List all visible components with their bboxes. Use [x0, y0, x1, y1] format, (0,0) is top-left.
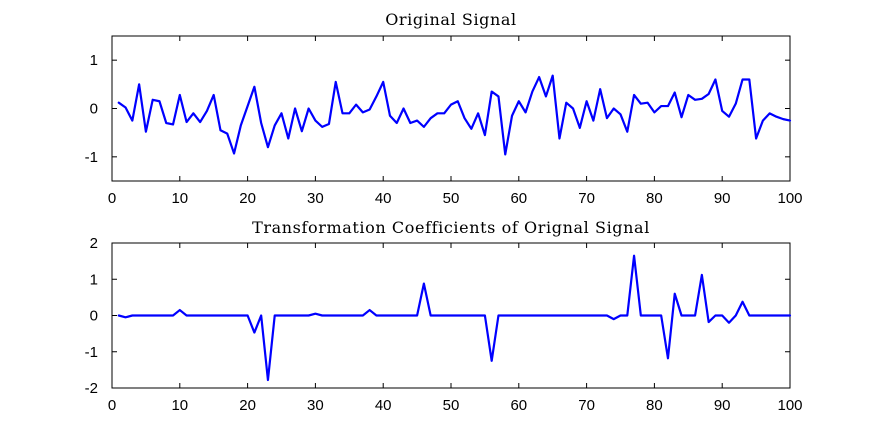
x-tick-label: 20: [239, 190, 256, 207]
y-tick-label: 0: [90, 308, 98, 325]
x-tick-label: 60: [510, 190, 527, 207]
x-tick-label: 90: [714, 397, 731, 414]
x-tick-label: 10: [171, 397, 188, 414]
x-tick-label: 60: [510, 397, 527, 414]
y-tick-label: 1: [90, 271, 98, 288]
x-tick-label: 40: [375, 397, 392, 414]
x-tick-label: 0: [108, 397, 116, 414]
x-tick-label: 80: [646, 397, 663, 414]
series-line: [117, 254, 792, 382]
x-tick-label: 30: [307, 190, 324, 207]
x-tick-label: 30: [307, 397, 324, 414]
y-tick-label: 2: [90, 235, 98, 252]
chart-transformation-coefficients: Transformation Coefficients of Orignal S…: [85, 218, 803, 414]
x-tick-label: 90: [714, 190, 731, 207]
y-tick-label: -1: [85, 149, 98, 166]
y-tick-label: -2: [85, 380, 98, 397]
x-tick-label: 50: [443, 397, 460, 414]
chart-title: Original Signal: [385, 10, 517, 29]
y-tick-label: -1: [85, 344, 98, 361]
x-tick-label: 100: [777, 190, 802, 207]
x-tick-label: 10: [171, 190, 188, 207]
chart-title: Transformation Coefficients of Orignal S…: [252, 218, 650, 237]
x-tick-label: 50: [443, 190, 460, 207]
chart-original-signal: Original Signal 0 10 20 30 40 50 60 70 80 90 100 -1 0…: [85, 10, 803, 207]
x-tick-label: 70: [578, 190, 595, 207]
x-tick-label: 20: [239, 397, 256, 414]
series-line: [117, 74, 792, 156]
plot-area-frame: [111, 35, 791, 182]
x-tick-label: 0: [108, 190, 116, 207]
x-tick-label: 100: [777, 397, 802, 414]
y-tick-label: 1: [90, 52, 98, 69]
y-tick-label: 0: [90, 101, 98, 118]
x-tick-label: 40: [375, 190, 392, 207]
x-tick-label: 80: [646, 190, 663, 207]
x-tick-label: 70: [578, 397, 595, 414]
